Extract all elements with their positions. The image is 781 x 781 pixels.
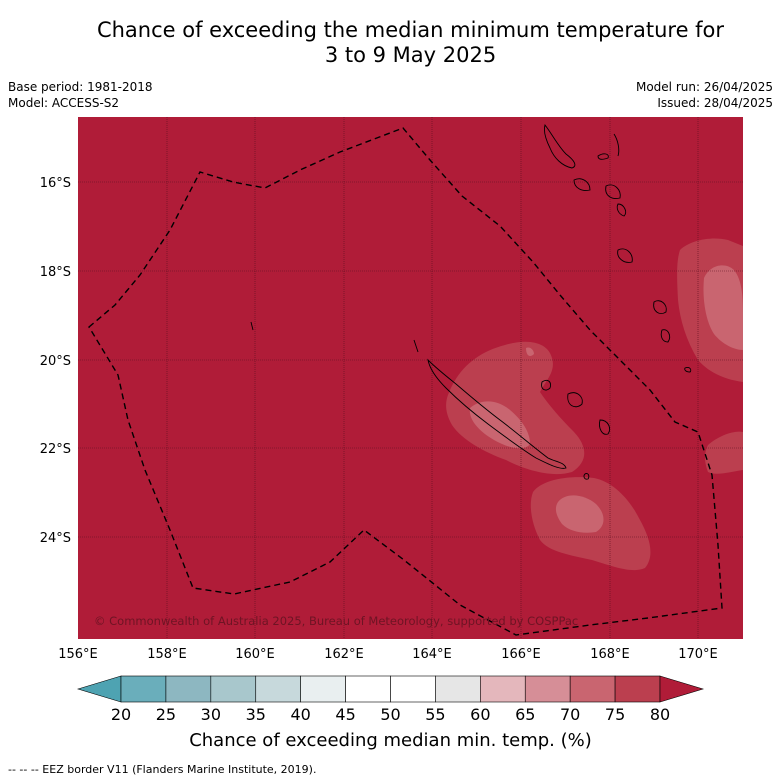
loyalty-island-3 [599,419,611,435]
colorbar-low-extension [76,675,122,703]
model-run-label: Model run: 26/04/2025 [635,80,773,94]
colorbar-tick-label: 60 [470,705,490,724]
base-period-label: Base period: 1981-2018 [8,80,153,94]
colorbar-segment [435,675,481,703]
gridlines [78,117,743,639]
latitude-labels: 16°S 18°S 20°S 22°S 24°S [40,176,71,546]
lat-label-20s: 20°S [40,354,71,369]
colorbar-segment [390,675,436,703]
vanuatu-island-7 [660,329,671,343]
colorbar-segment [210,675,257,703]
model-label: Model: ACCESS-S2 [8,96,120,110]
colorbar: 20 25 30 35 40 45 50 55 60 65 70 75 80 [76,675,705,724]
coastlines [250,124,692,480]
colorbar-tick-label: 55 [425,705,445,724]
new-caledonia-coast [427,358,567,469]
loyalty-island-2 [567,392,583,408]
vanuatu-island-3 [605,184,621,199]
colorbar-tick-label: 30 [201,705,221,724]
title-line-1: Chance of exceeding the median minimum t… [96,18,725,42]
colorbar-tick-label: 65 [515,705,535,724]
vanuatu-island-2 [573,178,591,191]
base-info: Base period: 1981-2018 Model: ACCESS-S2 [8,79,153,111]
colorbar-tick-label: 35 [246,705,266,724]
lon-label-168e: 168°E [590,647,630,662]
island-small-2 [250,321,254,331]
eez-footnote: -- -- -- EEZ border V11 (Flanders Marine… [8,763,317,776]
solomon-island-1 [543,124,576,169]
colorbar-segment [614,675,661,703]
lat-label-18s: 18°S [40,265,71,280]
colorbar-tick-label: 75 [605,705,625,724]
title-line-2: 3 to 9 May 2025 [324,43,497,67]
island-small-1 [684,367,692,373]
run-info: Model run: 26/04/2025 Issued: 28/04/2025 [636,79,773,111]
vanuatu-island-4 [616,203,627,217]
colorbar-title: Chance of exceeding median min. temp. (%… [189,730,592,751]
colorbar-segment [569,675,616,703]
colorbar-tick-label: 80 [650,705,670,724]
colorbar-high-extension [659,675,705,703]
longitude-labels: 156°E 158°E 160°E 162°E 164°E 166°E 168°… [58,647,718,662]
colorbar-segment [300,675,346,703]
lon-label-156e: 156°E [58,647,98,662]
colorbar-tick-label: 25 [156,705,176,724]
colorbar-segment [120,675,167,703]
vanuatu-island-6 [653,300,667,314]
lon-label-170e: 170°E [678,647,718,662]
loyalty-island-1 [541,379,551,391]
colorbar-tick-label: 40 [290,705,310,724]
colorbar-segment [480,675,526,703]
colorbar-tick-label: 70 [560,705,580,724]
lon-label-162e: 162°E [324,647,364,662]
colorbar-segment [165,675,212,703]
map-title: Chance of exceeding the median minimum t… [0,18,781,68]
vanuatu-island-1 [613,133,620,157]
lat-label-24s: 24°S [40,531,71,546]
lon-label-164e: 164°E [412,647,452,662]
colorbar-tick-label: 45 [335,705,355,724]
eez-border [88,127,723,636]
solomon-island-2 [597,153,609,160]
copyright-text: © Commonwealth of Australia 2025, Bureau… [94,614,578,628]
vanuatu-island-5 [617,248,633,263]
lon-label-160e: 160°E [235,647,275,662]
chesterfield-reef [413,339,419,353]
colorbar-segment [255,675,301,703]
lon-label-166e: 166°E [501,647,541,662]
colorbar-tick-label: 50 [380,705,400,724]
colorbar-segment [524,675,571,703]
lon-label-158e: 158°E [147,647,187,662]
issued-label: Issued: 28/04/2025 [657,96,773,110]
warm-anomaly-70-region [469,265,743,533]
colorbar-tick-label: 20 [111,705,131,724]
colorbar-segment [345,675,391,703]
island-pine [583,473,590,480]
lat-label-22s: 22°S [40,442,71,457]
lat-label-16s: 16°S [40,176,71,191]
